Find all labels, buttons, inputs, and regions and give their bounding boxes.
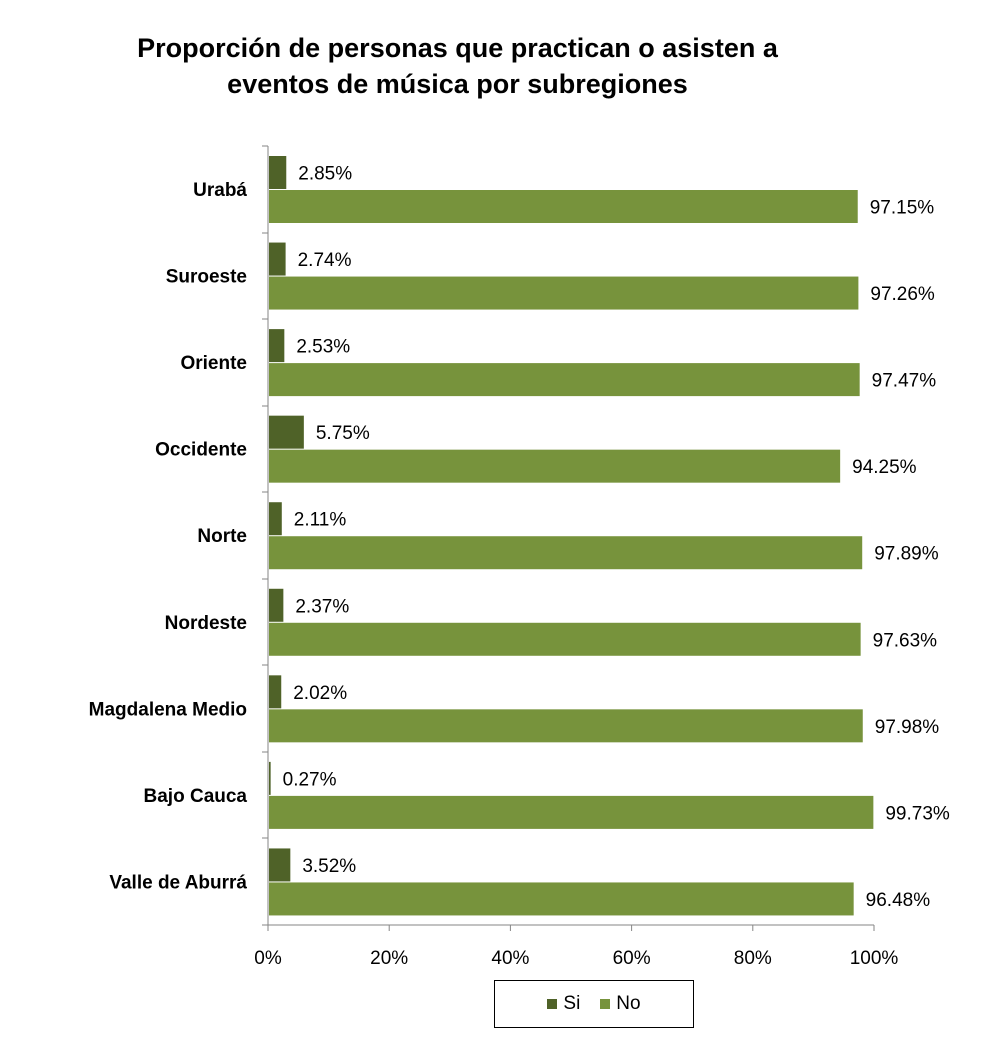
x-tick-label-0: 0% [254, 948, 282, 969]
x-tick-label-2: 40% [491, 948, 529, 969]
chart-title: Proporción de personas que practican o a… [137, 33, 778, 99]
category-label-bajo-cauca: Bajo Cauca [144, 786, 248, 807]
bar-no-norte [269, 536, 863, 570]
category-label-suroeste: Suroeste [166, 267, 247, 288]
data-label-si-bajo-cauca: 0.27% [283, 769, 337, 790]
x-tick-label-3: 60% [613, 948, 651, 969]
category-label-valle-de-aburra: Valle de Aburrá [109, 872, 247, 893]
x-tick-label-4: 80% [734, 948, 772, 969]
bar-si-valle-de-aburra [269, 848, 291, 882]
legend-item-si: Si [547, 993, 580, 1015]
data-label-no-valle-de-aburra: 96.48% [866, 890, 931, 911]
bar-no-valle-de-aburra [269, 882, 854, 916]
legend-item-no: No [600, 993, 641, 1015]
bar-si-magdalena-medio [269, 675, 282, 709]
data-label-si-uraba: 2.85% [298, 164, 352, 185]
x-tick-label-1: 20% [370, 948, 408, 969]
bar-si-oriente [269, 329, 285, 363]
data-label-no-magdalena-medio: 97.98% [875, 717, 940, 738]
x-tick-label-5: 100% [850, 948, 899, 969]
category-label-uraba: Urabá [193, 180, 247, 201]
category-label-norte: Norte [197, 526, 247, 547]
category-label-oriente: Oriente [180, 353, 247, 374]
bar-si-norte [269, 502, 282, 536]
category-label-magdalena-medio: Magdalena Medio [89, 699, 247, 720]
data-label-si-suroeste: 2.74% [298, 250, 352, 271]
bar-no-nordeste [269, 622, 861, 656]
legend: Si No [494, 980, 694, 1028]
data-label-no-oriente: 97.47% [872, 371, 937, 392]
data-label-no-occidente: 94.25% [852, 457, 917, 478]
bar-si-bajo-cauca [269, 761, 271, 795]
bar-no-occidente [269, 449, 841, 483]
data-label-si-nordeste: 2.37% [295, 596, 349, 617]
bar-si-suroeste [269, 242, 286, 276]
data-label-si-valle-de-aburra: 3.52% [302, 856, 356, 877]
bar-si-nordeste [269, 588, 284, 622]
data-label-si-norte: 2.11% [294, 510, 347, 531]
bar-si-uraba [269, 156, 287, 189]
bar-no-suroeste [269, 276, 859, 310]
category-label-occidente: Occidente [155, 440, 247, 461]
data-label-si-occidente: 5.75% [316, 423, 370, 444]
bar-si-occidente [269, 415, 304, 449]
data-label-no-uraba: 97.15% [870, 198, 935, 219]
data-label-si-oriente: 2.53% [296, 337, 350, 358]
data-label-si-magdalena-medio: 2.02% [293, 683, 347, 704]
data-label-no-nordeste: 97.63% [873, 630, 938, 651]
data-label-no-norte: 97.89% [874, 544, 939, 565]
legend-swatch-si [547, 999, 558, 1009]
data-label-no-suroeste: 97.26% [870, 284, 935, 305]
bar-no-magdalena-medio [269, 709, 863, 743]
bar-no-bajo-cauca [269, 795, 874, 829]
legend-label-si: Si [563, 993, 581, 1014]
data-label-no-bajo-cauca: 99.73% [885, 803, 950, 824]
legend-swatch-no [600, 999, 611, 1009]
category-label-nordeste: Nordeste [165, 613, 247, 634]
legend-label-no: No [616, 993, 641, 1014]
bar-no-oriente [269, 363, 860, 397]
bar-no-uraba [269, 190, 858, 223]
